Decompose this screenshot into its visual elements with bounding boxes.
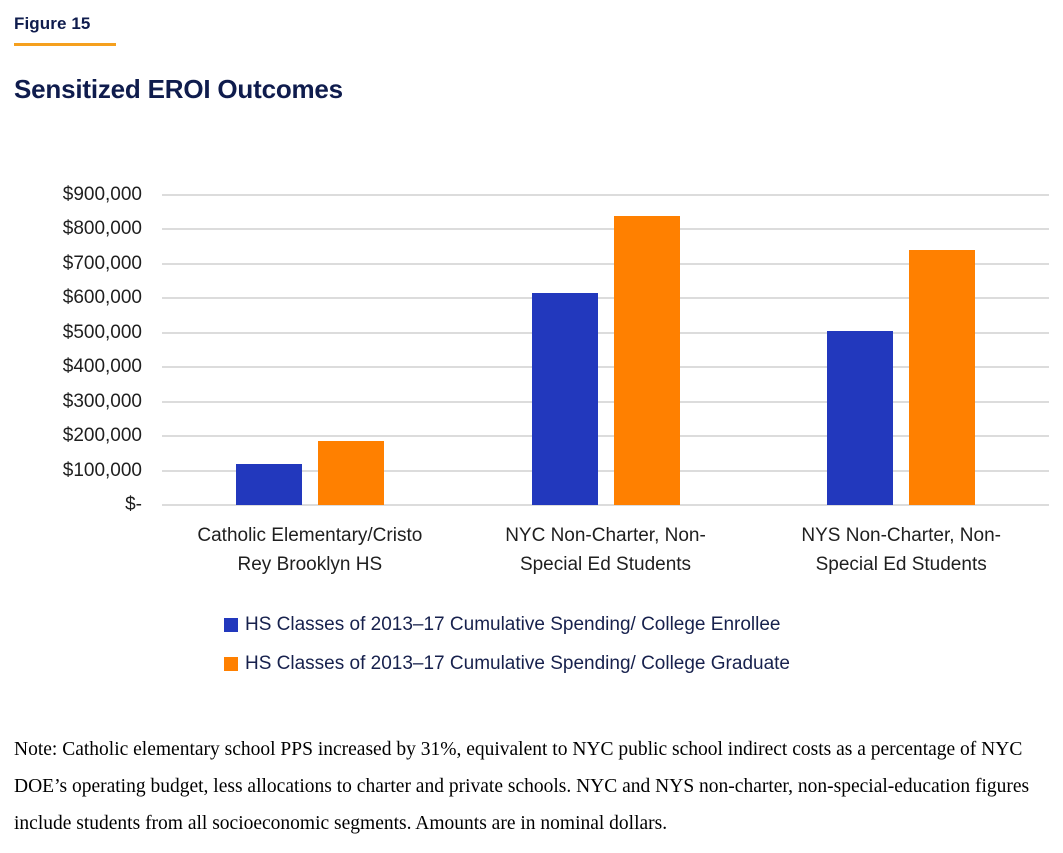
y-tick-label: $- <box>125 494 142 515</box>
y-tick-label: $400,000 <box>62 356 142 378</box>
bar-group <box>753 195 1049 505</box>
gridline <box>162 366 1049 369</box>
y-tick-label: $600,000 <box>62 287 142 309</box>
figure-accent-rule <box>14 43 116 46</box>
bar <box>613 216 680 505</box>
category-label: NYS Non-Charter, Non- Special Ed Students <box>753 521 1049 580</box>
chart-main: $900,000 $800,000 $700,000 $600,000 $500,000… <box>14 184 1049 515</box>
y-tick-label: $500,000 <box>62 321 142 343</box>
figure-number-label: Figure 15 <box>14 14 91 33</box>
y-axis: $900,000 $800,000 $700,000 $600,000 $500,000… <box>14 184 162 515</box>
y-tick-label: $700,000 <box>62 252 142 274</box>
gridline <box>162 504 1049 506</box>
bar-group <box>162 195 458 505</box>
category-label-line: Catholic Elementary/Cristo <box>197 525 423 546</box>
y-tick-label: $100,000 <box>62 459 142 481</box>
category-label-line: NYC Non-Charter, Non- <box>505 525 706 546</box>
y-tick-label: $900,000 <box>62 184 142 205</box>
plot-area <box>162 194 1049 506</box>
legend-item: HS Classes of 2013–17 Cumulative Spendin… <box>224 653 1049 675</box>
gridline <box>162 435 1049 438</box>
chart-title: Sensitized EROI Outcomes <box>14 74 343 104</box>
category-label-line: Special Ed Students <box>815 554 987 576</box>
category-label-line: Rey Brooklyn HS <box>237 554 383 576</box>
figure-note: Note: Catholic elementary school PPS inc… <box>14 738 1030 834</box>
y-tick-label: $800,000 <box>62 218 142 240</box>
x-axis: Catholic Elementary/Cristo Rey Brooklyn H… <box>162 521 1049 580</box>
gridline <box>162 297 1049 300</box>
category-label: NYC Non-Charter, Non- Special Ed Students <box>458 521 754 580</box>
legend-swatch <box>224 656 238 671</box>
bar <box>827 331 894 505</box>
bar <box>909 250 976 505</box>
legend-swatch <box>224 617 238 632</box>
gridline <box>162 469 1049 472</box>
bar <box>317 440 384 505</box>
legend-label: HS Classes of 2013–17 Cumulative Spendin… <box>245 652 790 674</box>
category-label-line: NYS Non-Charter, Non- <box>801 525 1001 546</box>
category-label: Catholic Elementary/Cristo Rey Brooklyn H… <box>162 521 458 580</box>
bar-groups <box>162 195 1049 505</box>
bar <box>235 463 302 505</box>
category-label-line: Special Ed Students <box>519 554 692 576</box>
legend-label: HS Classes of 2013–17 Cumulative Spendin… <box>245 613 781 635</box>
gridline <box>162 262 1049 265</box>
figure-page: Figure 15 Sensitized EROI Outcomes $900,… <box>14 14 1049 842</box>
gridline <box>162 331 1049 334</box>
legend: HS Classes of 2013–17 Cumulative Spendin… <box>224 614 1049 675</box>
y-tick-label: $300,000 <box>62 390 142 412</box>
bar-chart: $900,000 $800,000 $700,000 $600,000 $500,000… <box>14 184 1049 675</box>
bar-group <box>458 195 754 505</box>
legend-item: HS Classes of 2013–17 Cumulative Spendin… <box>224 614 1049 636</box>
gridline <box>162 194 1049 196</box>
gridline <box>162 228 1049 231</box>
gridline <box>162 400 1049 403</box>
y-tick-label: $200,000 <box>62 425 142 447</box>
bar <box>531 293 598 505</box>
